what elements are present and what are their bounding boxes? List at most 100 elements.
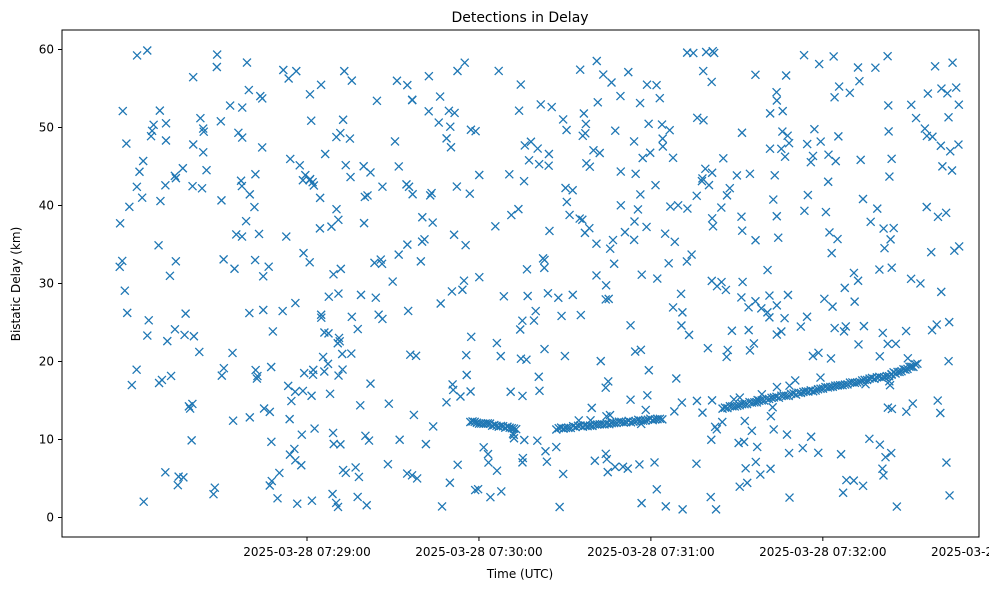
- detection-point: [450, 108, 460, 118]
- detection-point: [840, 283, 850, 293]
- detection-point: [610, 462, 620, 472]
- detection-point: [459, 276, 469, 286]
- detection-point: [307, 496, 317, 506]
- detection-point: [883, 100, 893, 110]
- detection-point: [630, 217, 639, 226]
- detection-point: [610, 126, 620, 136]
- detection-point: [353, 324, 363, 334]
- detection-point: [285, 154, 295, 164]
- track-detection-point: [509, 424, 519, 434]
- detection-point: [785, 493, 794, 503]
- x-tick-label: 2025-03-28 07:33:00: [931, 545, 989, 559]
- detection-point: [474, 272, 484, 282]
- track-detection-point: [840, 380, 850, 390]
- detection-point: [144, 315, 154, 325]
- detection-point: [402, 469, 412, 479]
- detection-point: [864, 434, 874, 444]
- detection-point: [562, 125, 572, 135]
- y-tick-label: 60: [39, 43, 54, 57]
- detection-point: [524, 155, 534, 165]
- detection-point: [796, 322, 806, 332]
- detection-point: [544, 149, 554, 159]
- detection-point: [616, 167, 626, 177]
- detection-point: [328, 489, 338, 499]
- detection-point: [517, 457, 527, 467]
- detection-point: [782, 430, 792, 440]
- detection-point: [257, 93, 267, 103]
- detection-point: [457, 285, 467, 295]
- detection-point: [376, 255, 386, 265]
- detection-point: [492, 466, 502, 476]
- detection-point: [306, 116, 316, 126]
- track-detection-point: [895, 367, 904, 377]
- detection-point: [219, 363, 229, 373]
- detection-point: [225, 101, 235, 110]
- detection-point: [452, 182, 462, 192]
- track-detection-point: [906, 362, 916, 372]
- track-detection-point: [808, 386, 818, 396]
- detection-point: [231, 229, 241, 239]
- detection-point: [188, 72, 198, 82]
- detection-point: [657, 120, 667, 130]
- detection-point: [838, 488, 848, 498]
- detection-point: [445, 122, 455, 132]
- detection-point: [809, 124, 819, 134]
- detection-point: [390, 136, 400, 146]
- y-tick-label: 10: [39, 433, 54, 447]
- detection-point: [536, 99, 546, 109]
- detection-point: [751, 235, 760, 245]
- detection-point: [706, 435, 716, 445]
- detection-point: [764, 312, 774, 322]
- detection-point: [620, 227, 630, 237]
- detection-point: [768, 402, 778, 412]
- detection-point: [217, 195, 226, 205]
- detection-point: [553, 293, 563, 303]
- detection-point: [937, 161, 947, 171]
- detection-point: [750, 296, 760, 306]
- track-detection-point: [571, 422, 581, 432]
- detection-point: [147, 126, 157, 136]
- detection-point: [428, 422, 438, 431]
- detection-point: [366, 167, 375, 177]
- detection-point: [560, 351, 570, 361]
- detection-point: [170, 171, 180, 181]
- detection-point: [561, 183, 570, 193]
- detection-point: [299, 368, 309, 378]
- detection-point: [682, 48, 692, 58]
- detection-point: [541, 446, 550, 456]
- detection-point: [532, 436, 542, 446]
- detection-point: [434, 118, 444, 128]
- detection-point: [830, 323, 840, 333]
- detection-point: [575, 214, 585, 224]
- detection-point: [922, 131, 932, 141]
- detection-point: [635, 189, 645, 199]
- detection-point: [629, 136, 639, 146]
- detection-point: [316, 310, 326, 320]
- detection-point: [853, 63, 863, 72]
- detection-point: [516, 80, 526, 89]
- detection-point: [540, 344, 549, 354]
- detection-point: [718, 153, 728, 163]
- detection-point: [545, 226, 554, 236]
- detection-point: [324, 328, 333, 338]
- detection-point: [244, 85, 254, 95]
- track-detection-point: [483, 418, 493, 428]
- detection-point: [626, 395, 635, 405]
- detection-point: [591, 239, 601, 249]
- detection-point: [120, 286, 130, 296]
- detection-point: [638, 153, 648, 163]
- detection-point: [677, 307, 687, 317]
- detection-point: [836, 449, 846, 459]
- detection-point: [577, 215, 587, 225]
- detection-point: [790, 375, 800, 385]
- detection-point: [725, 183, 735, 193]
- detection-point: [637, 498, 647, 508]
- detection-point: [802, 312, 812, 322]
- detection-point: [651, 180, 660, 190]
- detection-point: [267, 476, 277, 486]
- detection-point: [684, 330, 694, 340]
- detection-point: [739, 437, 749, 447]
- detection-point: [777, 127, 787, 137]
- detection-point: [558, 114, 568, 124]
- detection-point: [245, 189, 255, 199]
